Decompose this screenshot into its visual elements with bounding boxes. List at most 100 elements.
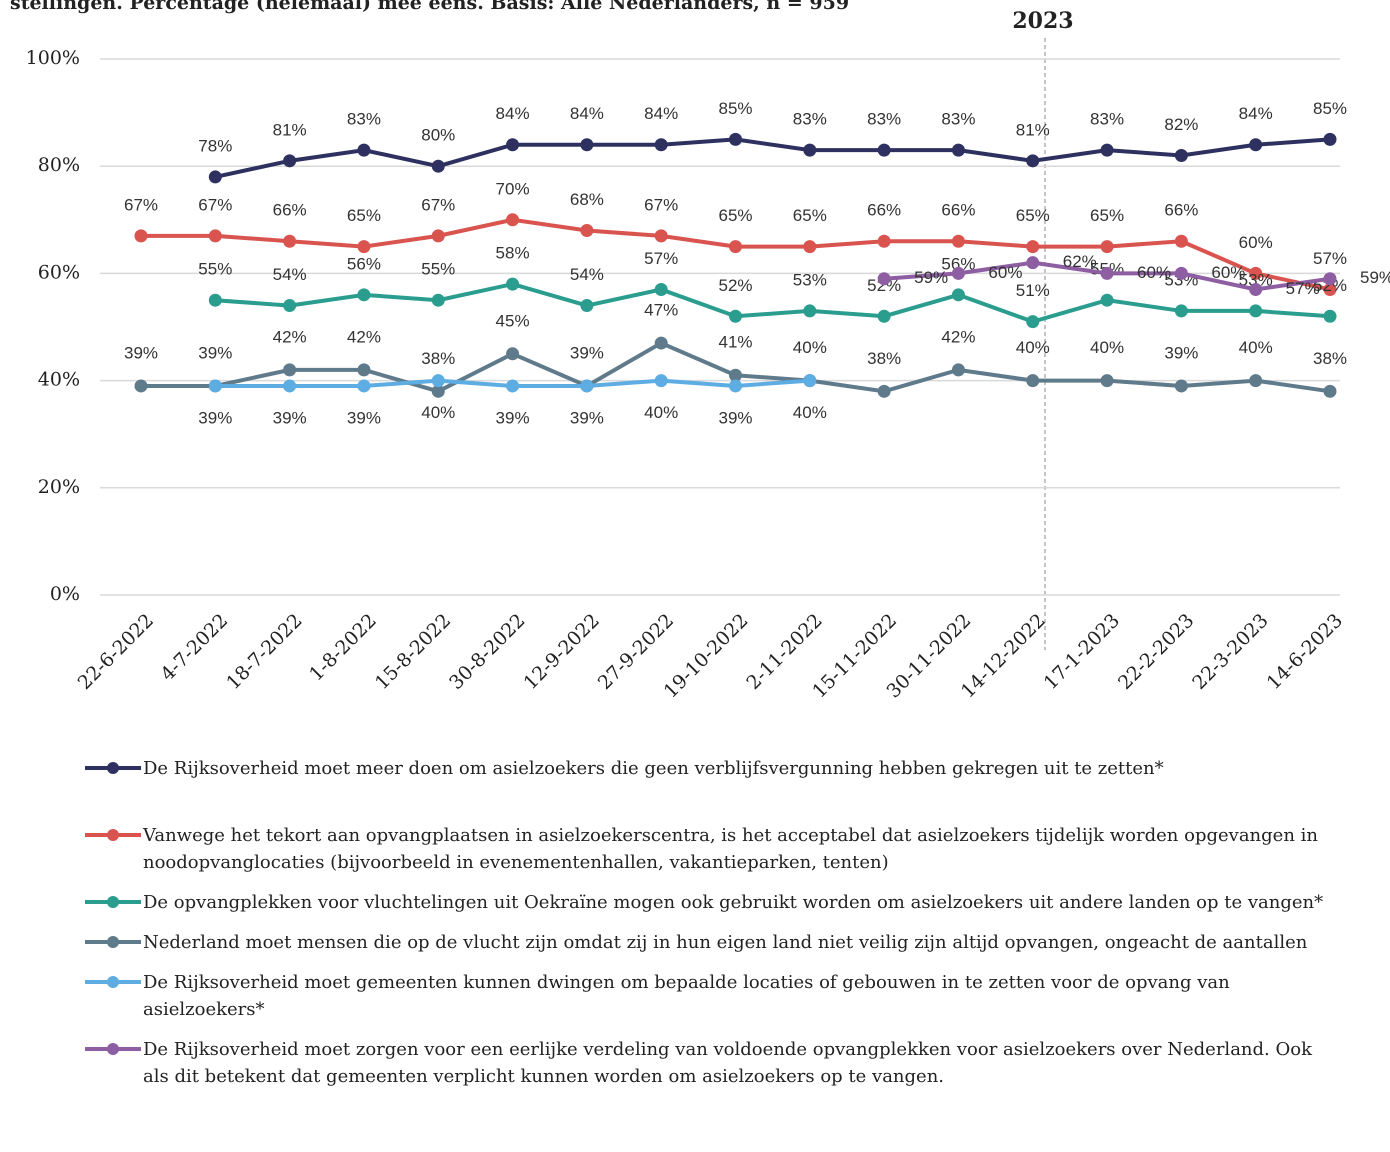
data-point <box>654 229 668 243</box>
data-label: 42% <box>941 327 975 346</box>
data-label: 38% <box>421 349 455 368</box>
data-point <box>431 374 445 388</box>
data-label: 84% <box>496 104 530 123</box>
data-label: 39% <box>347 408 381 427</box>
data-label: 65% <box>718 206 752 225</box>
y-tick-label: 60% <box>38 261 80 283</box>
data-label: 39% <box>496 408 530 427</box>
data-point <box>208 229 222 243</box>
data-point <box>729 368 742 382</box>
legend-item: Vanwege het tekort aan opvangplaatsen in… <box>85 822 1335 876</box>
data-point <box>506 379 520 393</box>
data-point <box>729 132 742 146</box>
legend-label: De opvangplekken voor vluchtelingen uit … <box>143 892 1324 913</box>
legend-label: Vanwege het tekort aan opvangplaatsen in… <box>143 825 1318 873</box>
data-point <box>431 159 445 173</box>
data-point <box>1026 256 1040 270</box>
data-label: 40% <box>793 338 827 357</box>
data-label: 39% <box>198 343 232 362</box>
data-label: 45% <box>496 311 530 330</box>
data-label: 39% <box>718 408 752 427</box>
data-label: 55% <box>421 260 455 279</box>
data-point <box>1174 234 1188 248</box>
data-point <box>431 384 445 398</box>
data-label: 41% <box>718 333 752 352</box>
data-point <box>1323 309 1337 323</box>
data-label: 68% <box>570 190 604 209</box>
data-label: 57% <box>1313 249 1347 268</box>
data-label: 60% <box>988 263 1022 282</box>
legend-swatch <box>85 762 141 774</box>
data-point <box>357 143 371 157</box>
data-label: 47% <box>644 301 678 320</box>
data-label: 40% <box>793 403 827 422</box>
data-label: 39% <box>273 408 307 427</box>
data-point <box>1249 138 1263 152</box>
data-label: 39% <box>198 408 232 427</box>
legend-swatch <box>85 936 141 948</box>
data-label: 81% <box>1016 120 1050 139</box>
data-point <box>357 379 371 393</box>
data-point <box>729 379 742 393</box>
data-label: 58% <box>496 244 530 263</box>
data-point <box>357 240 371 254</box>
data-label: 52% <box>867 276 901 295</box>
series-line <box>215 282 1331 324</box>
data-point <box>877 143 891 157</box>
annotation: 2023 <box>1012 8 1073 34</box>
data-label: 57% <box>644 249 678 268</box>
data-label: 84% <box>644 104 678 123</box>
data-point <box>1323 282 1337 296</box>
y-tick-label: 20% <box>38 476 80 498</box>
data-label: 39% <box>570 408 604 427</box>
data-point <box>803 374 817 388</box>
data-label: 56% <box>941 254 975 273</box>
data-point <box>1249 266 1263 280</box>
x-tick-label: 1-8-2022 <box>305 610 381 686</box>
legend-swatch <box>85 1043 141 1055</box>
data-label: 81% <box>273 120 307 139</box>
data-point <box>654 138 668 152</box>
data-label: 51% <box>1016 281 1050 300</box>
data-label: 40% <box>1090 338 1124 357</box>
data-point <box>1323 132 1337 146</box>
data-point <box>283 363 297 377</box>
data-point <box>134 229 148 243</box>
x-tick-label: 30-8-2022 <box>445 610 529 694</box>
data-point <box>208 170 222 184</box>
x-tick-label: 18-7-2022 <box>222 610 306 694</box>
data-point <box>1100 293 1114 307</box>
data-label: 83% <box>941 110 975 129</box>
data-label: 66% <box>867 201 901 220</box>
data-label: 39% <box>1164 343 1198 362</box>
data-point <box>357 363 371 377</box>
legend-label: Nederland moet mensen die op de vlucht z… <box>143 932 1308 953</box>
y-tick-label: 80% <box>38 154 80 176</box>
data-label: 53% <box>1239 270 1273 289</box>
data-point <box>877 272 891 286</box>
series-line <box>214 137 1331 179</box>
data-point <box>1100 240 1114 254</box>
data-point <box>134 379 148 393</box>
data-point <box>506 213 520 227</box>
legend-dot <box>107 936 119 948</box>
legend-dot <box>107 896 119 908</box>
data-point <box>803 240 817 254</box>
legend-label: De Rijksoverheid moet zorgen voor een ee… <box>143 1039 1312 1087</box>
data-point <box>951 363 965 377</box>
data-label: 66% <box>1164 201 1198 220</box>
data-label: 67% <box>124 195 158 214</box>
legend-item: De opvangplekken voor vluchtelingen uit … <box>85 889 1335 916</box>
y-tick-label: 100% <box>26 47 80 69</box>
data-label: 40% <box>1016 338 1050 357</box>
data-point <box>506 347 520 361</box>
data-label: 52% <box>718 276 752 295</box>
data-point <box>729 309 742 323</box>
legend-item: Nederland moet mensen die op de vlucht z… <box>85 929 1335 956</box>
data-label: 60% <box>1137 263 1171 282</box>
x-tick-label: 14-6-2023 <box>1263 610 1347 694</box>
data-label: 66% <box>273 201 307 220</box>
data-point <box>208 379 222 393</box>
data-point <box>580 379 594 393</box>
